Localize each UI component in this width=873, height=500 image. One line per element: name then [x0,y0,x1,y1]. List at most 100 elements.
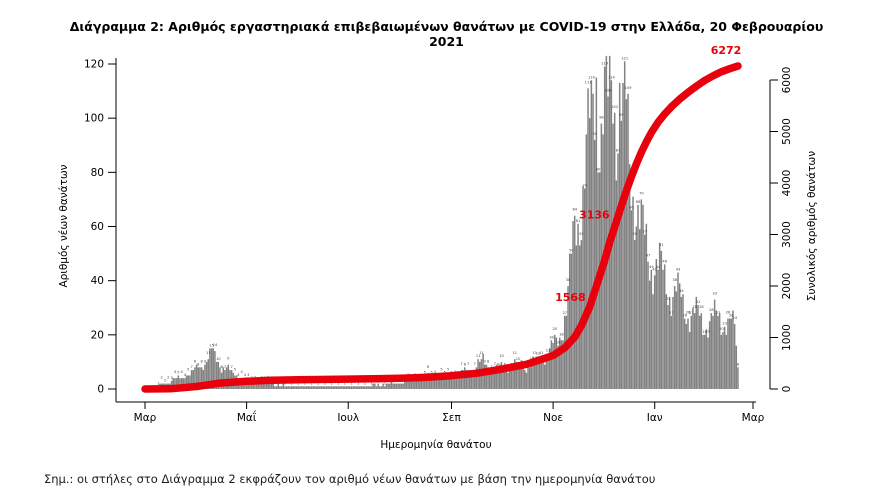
y-right-tick-label: 0 [781,386,793,393]
svg-text:9: 9 [204,360,207,364]
svg-text:20: 20 [719,327,724,331]
svg-text:8: 8 [520,359,523,363]
svg-text:3: 3 [171,376,173,380]
chart-title: Διάγραμμα 2: Αριθμός εργαστηριακά επιβεβ… [69,19,824,49]
svg-text:74: 74 [583,184,588,188]
svg-text:11: 11 [479,351,484,355]
svg-text:38: 38 [566,278,571,282]
y-axis-left: 0 20 40 60 80 100 120 Αριθμός νέων θανάτων [58,58,117,402]
svg-text:1: 1 [324,381,326,385]
svg-text:5: 5 [430,371,432,375]
daily-deaths-bars [157,55,739,390]
svg-text:26: 26 [682,314,687,318]
y-left-tick-label: 20 [91,329,104,341]
svg-text:99: 99 [619,113,624,117]
svg-text:9: 9 [484,360,487,364]
svg-text:57: 57 [642,230,647,234]
svg-text:3: 3 [247,373,249,377]
svg-text:1: 1 [317,381,319,385]
svg-text:23: 23 [722,322,727,326]
svg-text:119: 119 [601,62,609,66]
svg-text:5: 5 [447,368,449,372]
y-left-tick-label: 60 [91,221,104,233]
x-tick-label: Σεπ [442,412,461,424]
svg-text:4: 4 [174,370,177,374]
svg-text:8: 8 [497,362,500,366]
y-right-tick-label: 6000 [781,67,793,94]
svg-text:12: 12 [546,349,551,353]
svg-text:47: 47 [646,254,651,258]
svg-text:11: 11 [539,351,544,355]
svg-text:26: 26 [686,311,691,315]
svg-text:1: 1 [344,381,346,385]
svg-text:34: 34 [679,289,684,293]
svg-text:4: 4 [434,370,437,374]
svg-text:2: 2 [167,376,169,380]
svg-text:4: 4 [240,370,243,374]
svg-text:42: 42 [652,267,657,271]
svg-text:66: 66 [629,205,634,209]
chart-footnote: Σημ.: οι στήλες στο Διάγραμμα 2 εκφράζου… [44,472,656,486]
svg-text:4: 4 [237,373,240,377]
svg-text:8: 8 [197,362,200,366]
svg-text:8: 8 [464,362,467,366]
svg-text:121: 121 [621,56,628,60]
y-left-tick-label: 120 [84,59,104,71]
svg-text:11: 11 [206,351,211,355]
y-right-tick-label: 3000 [781,221,793,248]
svg-text:11: 11 [513,351,518,355]
svg-text:27: 27 [689,311,694,315]
svg-text:87: 87 [616,148,621,152]
y-left-tick-label: 80 [91,167,104,179]
svg-text:15: 15 [209,343,214,347]
svg-text:114: 114 [588,75,596,79]
svg-text:26: 26 [729,314,734,318]
y-right-tick-label: 2000 [781,273,793,300]
svg-text:64: 64 [573,208,578,212]
svg-text:31: 31 [696,300,701,304]
svg-text:102: 102 [611,105,618,109]
x-tick-label: Ιαν [647,412,663,424]
svg-text:80: 80 [596,167,601,171]
svg-text:109: 109 [625,86,633,90]
svg-text:111: 111 [585,80,592,84]
y-left-tick-label: 0 [97,384,104,396]
svg-text:28: 28 [699,305,704,309]
svg-text:28: 28 [692,305,697,309]
svg-text:5: 5 [234,368,236,372]
svg-text:1: 1 [384,381,386,385]
x-tick-label: Νοε [543,412,563,424]
svg-text:44: 44 [649,265,654,269]
svg-text:43: 43 [676,268,681,272]
svg-text:27: 27 [716,311,721,315]
svg-text:2: 2 [164,379,166,383]
svg-text:7: 7 [224,365,226,369]
y-right-tick-label: 4000 [781,170,793,197]
svg-text:7: 7 [460,362,462,366]
svg-text:5: 5 [440,368,442,372]
x-tick-label: Μαΐ [237,410,257,424]
x-axis: Μαρ Μαΐ Ιουλ Σεπ Νοε Ιαν Μαρ Ημερομηνία θανάτου [116,401,765,451]
y-axis-right: 0 1000 2000 3000 4000 5000 6000 Συνολικός αριθμ… [769,67,818,393]
svg-text:33: 33 [712,292,717,296]
svg-text:51: 51 [659,243,664,247]
svg-text:28: 28 [709,308,714,312]
svg-text:31: 31 [666,297,671,301]
y-right-axis-title: Συνολικός αριθμός θανάτων [806,151,818,301]
annotation-6272: 6272 [711,44,742,57]
svg-text:1: 1 [157,381,159,385]
svg-text:8: 8 [504,362,507,366]
svg-text:10: 10 [216,357,221,361]
svg-text:68: 68 [636,200,641,204]
y-right-tick-label: 5000 [781,118,793,145]
svg-text:7: 7 [190,365,192,369]
svg-text:24: 24 [732,316,737,320]
svg-text:55: 55 [579,232,584,236]
svg-text:6: 6 [220,365,223,369]
svg-text:5: 5 [187,368,189,372]
svg-text:114: 114 [608,75,616,79]
svg-text:8: 8 [200,359,203,363]
svg-text:18: 18 [559,332,564,336]
